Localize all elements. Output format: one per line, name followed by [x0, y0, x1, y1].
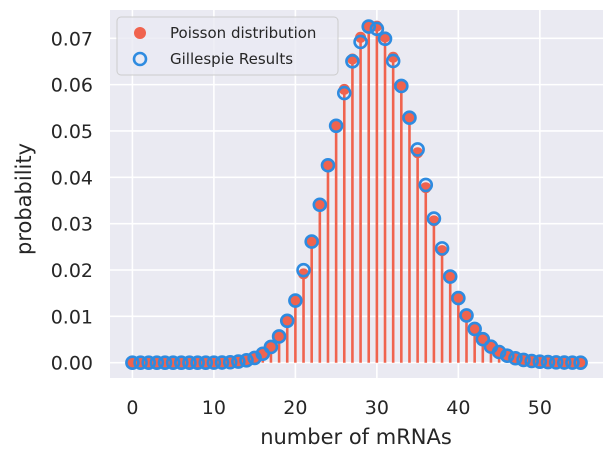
- poisson-point: [314, 199, 326, 211]
- y-tick-label: 0.05: [51, 121, 93, 143]
- y-tick-label: 0.01: [51, 306, 93, 328]
- gillespie-point: [125, 355, 140, 371]
- gillespie-point: [565, 355, 580, 370]
- poisson-point: [322, 159, 334, 171]
- x-tick-label: 0: [126, 397, 138, 419]
- gillespie-point: [394, 78, 409, 94]
- y-tick-label: 0.07: [51, 28, 93, 50]
- gillespie-point: [320, 157, 336, 173]
- legend-poisson-marker: [134, 27, 146, 39]
- gillespie-point: [459, 308, 474, 323]
- gillespie-point: [475, 331, 491, 347]
- poisson-point: [395, 79, 407, 91]
- gillespie-point: [336, 85, 352, 101]
- gillespie-point: [385, 53, 401, 69]
- poisson-point: [281, 315, 293, 327]
- gillespie-point: [214, 355, 230, 370]
- gillespie-point: [548, 355, 564, 370]
- gillespie-point: [426, 211, 442, 226]
- y-tick-label: 0.04: [51, 167, 93, 189]
- x-tick-label: 50: [528, 397, 552, 419]
- legend: Poisson distribution Gillespie Results: [116, 16, 339, 76]
- gillespie-point: [312, 197, 328, 213]
- gillespie-point: [328, 118, 344, 134]
- poisson-point: [289, 295, 301, 307]
- x-tick-label: 30: [365, 397, 389, 419]
- x-tick-label: 10: [202, 397, 226, 419]
- poisson-point: [306, 236, 318, 248]
- gillespie-point: [410, 142, 425, 157]
- legend-poisson-label: Poisson distribution: [170, 24, 316, 42]
- gillespie-point: [369, 21, 385, 37]
- gillespie-point: [157, 355, 173, 371]
- gillespie-point: [304, 234, 319, 249]
- gillespie-point: [190, 355, 205, 371]
- poisson-point: [461, 309, 473, 321]
- gillespie-point: [239, 353, 254, 368]
- gillespie-point: [288, 293, 303, 308]
- gillespie-point: [247, 350, 262, 366]
- y-tick-label: 0.02: [51, 260, 93, 282]
- gillespie-point: [467, 321, 482, 337]
- gillespie-point: [499, 348, 515, 364]
- y-tick-label: 0.03: [51, 214, 93, 236]
- gillespie-point: [532, 354, 548, 369]
- gillespie-point: [540, 354, 556, 370]
- gillespie-point: [361, 19, 377, 34]
- gillespie-point: [271, 329, 287, 344]
- gillespie-point: [222, 354, 238, 370]
- gillespie-point: [263, 339, 279, 355]
- x-tick-labels: 0 10 20 30 40 50: [126, 397, 552, 419]
- legend-gillespie-label: Gillespie Results: [170, 50, 293, 68]
- gillespie-point: [165, 355, 181, 371]
- gillespie-point: [182, 355, 197, 371]
- gillespie-point: [491, 344, 507, 360]
- y-axis-label: probability: [12, 143, 36, 255]
- poisson-point: [452, 292, 464, 304]
- gillespie-point: [377, 31, 393, 47]
- gillespie-markers: [125, 19, 588, 371]
- gillespie-point: [402, 110, 417, 126]
- poisson-point: [469, 323, 481, 335]
- gillespie-point: [345, 54, 360, 69]
- x-axis-label: number of mRNAs: [260, 425, 452, 449]
- legend-gillespie-marker: [132, 51, 148, 67]
- legend-box: [116, 16, 339, 76]
- y-tick-label: 0.06: [51, 75, 93, 97]
- gillespie-point: [141, 355, 157, 371]
- y-tick-labels: 0.00 0.01 0.02 0.03 0.04 0.05 0.06 0.07: [51, 28, 93, 374]
- gillespie-point: [133, 355, 148, 371]
- gillespie-point: [296, 262, 311, 278]
- poisson-point: [273, 330, 285, 342]
- gillespie-point: [442, 269, 458, 284]
- gillespie-point: [573, 355, 588, 370]
- gillespie-point: [434, 241, 450, 256]
- poisson-point: [355, 31, 367, 43]
- y-tick-label: 0.00: [51, 353, 93, 375]
- x-tick-label: 40: [446, 397, 470, 419]
- gillespie-point: [556, 355, 572, 370]
- gillespie-point: [418, 177, 434, 193]
- gillespie-point: [231, 354, 246, 369]
- gillespie-point: [353, 34, 368, 50]
- poisson-point: [403, 112, 415, 124]
- gillespie-point: [508, 350, 523, 366]
- gillespie-point: [174, 355, 189, 371]
- gillespie-point: [516, 352, 531, 368]
- poisson-point: [444, 271, 456, 283]
- gillespie-point: [524, 353, 539, 369]
- gillespie-point: [451, 290, 466, 306]
- gillespie-point: [206, 355, 222, 370]
- gillespie-point: [279, 313, 295, 329]
- gillespie-point: [149, 355, 165, 371]
- poisson-point: [330, 120, 342, 132]
- x-tick-label: 20: [283, 397, 307, 419]
- gillespie-point: [198, 355, 214, 370]
